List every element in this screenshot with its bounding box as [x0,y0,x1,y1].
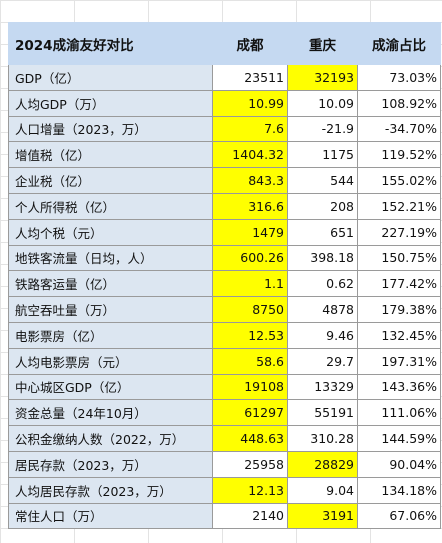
value-cell: 651 [287,218,358,246]
data-row: 航空吞吐量（万） 8750 4878 179.38% [8,296,441,323]
header-row: 2024成渝友好对比 成都 重庆 成渝占比 [8,22,441,65]
value-cell: 29.7 [287,347,358,375]
value-cell: 1479 [212,218,288,246]
value-cell: 227.19% [357,218,441,246]
row-label: 常住人口（万） [8,502,213,530]
value-cell: 179.38% [357,296,441,323]
value-cell: 32193 [287,64,358,91]
value-cell: 73.03% [357,64,441,91]
row-label: 居民存款（2023，万） [8,450,213,478]
value-cell: -34.70% [357,115,441,143]
value-cell: 143.36% [357,373,441,401]
value-cell: 10.09 [287,89,358,117]
value-cell: 316.6 [212,192,288,220]
header-cell: 重庆 [287,22,358,65]
value-cell: 13329 [287,373,358,401]
value-cell: 1175 [287,141,358,169]
value-cell: 10.99 [212,89,288,117]
value-cell: 398.18 [287,244,358,272]
value-cell: 1404.32 [212,141,288,169]
value-cell: 2140 [212,502,288,530]
data-row: 增值税（亿） 1404.32 1175 119.52% [8,141,441,169]
data-row: 人均居民存款（2023，万） 12.13 9.04 134.18% [8,476,441,504]
value-cell: 150.75% [357,244,441,272]
value-cell: 4878 [287,296,358,323]
value-cell: 28829 [287,450,358,478]
row-label: 资金总量（24年10月） [8,399,213,427]
value-cell: 19108 [212,373,288,401]
value-cell: 61297 [212,399,288,427]
data-row: 企业税（亿） 843.3 544 155.02% [8,167,441,194]
row-label: 个人所得税（亿） [8,192,213,220]
data-row: 人均电影票房（元） 58.6 29.7 197.31% [8,347,441,375]
data-row: 中心城区GDP（亿） 19108 13329 143.36% [8,373,441,401]
value-cell: 310.28 [287,425,358,452]
value-cell: 144.59% [357,425,441,452]
value-cell: 134.18% [357,476,441,504]
data-row: 人均个税（元） 1479 651 227.19% [8,218,441,246]
data-row: 资金总量（24年10月） 61297 55191 111.06% [8,399,441,427]
value-cell: 119.52% [357,141,441,169]
value-cell: 544 [287,167,358,194]
row-label: 公积金缴纳人数（2022，万） [8,425,213,452]
value-cell: 177.42% [357,270,441,298]
value-cell: 111.06% [357,399,441,427]
value-cell: 3191 [287,502,358,530]
value-cell: 12.53 [212,321,288,349]
value-cell: 9.46 [287,321,358,349]
value-cell: 7.6 [212,115,288,143]
row-label: 人均GDP（万） [8,89,213,117]
value-cell: 8750 [212,296,288,323]
value-cell: 12.13 [212,476,288,504]
data-row: 铁路客运量（亿） 1.1 0.62 177.42% [8,270,441,298]
value-cell: 9.04 [287,476,358,504]
data-row: 人口增量（2023，万） 7.6 -21.9 -34.70% [8,115,441,143]
header-cell: 成渝占比 [357,22,441,65]
value-cell: 25958 [212,450,288,478]
value-cell: 448.63 [212,425,288,452]
data-row: 地铁客流量（日均，人） 600.26 398.18 150.75% [8,244,441,272]
value-cell: 0.62 [287,270,358,298]
value-cell: 843.3 [212,167,288,194]
header-cell: 2024成渝友好对比 [8,22,213,65]
value-cell: 108.92% [357,89,441,117]
value-cell: 58.6 [212,347,288,375]
value-cell: 197.31% [357,347,441,375]
data-row: 公积金缴纳人数（2022，万） 448.63 310.28 144.59% [8,425,441,452]
header-cell: 成都 [212,22,288,65]
data-row: 人均GDP（万） 10.99 10.09 108.92% [8,89,441,117]
row-label: 电影票房（亿） [8,321,213,349]
data-row: 常住人口（万） 2140 3191 67.06% [8,502,441,530]
value-cell: 132.45% [357,321,441,349]
comparison-table: 2024成渝友好对比 成都 重庆 成渝占比 GDP（亿） 23511 32193 73.03%… [8,22,441,530]
value-cell: 208 [287,192,358,220]
value-cell: 600.26 [212,244,288,272]
row-label: 人口增量（2023，万） [8,115,213,143]
value-cell: 155.02% [357,167,441,194]
data-row: 个人所得税（亿） 316.6 208 152.21% [8,192,441,220]
value-cell: -21.9 [287,115,358,143]
data-row: GDP（亿） 23511 32193 73.03% [8,64,441,91]
data-row: 居民存款（2023，万） 25958 28829 90.04% [8,450,441,478]
row-label: 航空吞吐量（万） [8,296,213,323]
value-cell: 90.04% [357,450,441,478]
row-label: 人均电影票房（元） [8,347,213,375]
data-row: 电影票房（亿） 12.53 9.46 132.45% [8,321,441,349]
value-cell: 23511 [212,64,288,91]
row-label: 人均居民存款（2023，万） [8,476,213,504]
row-label: 增值税（亿） [8,141,213,169]
row-label: GDP（亿） [8,64,213,91]
row-label: 人均个税（元） [8,218,213,246]
row-label: 企业税（亿） [8,167,213,194]
value-cell: 55191 [287,399,358,427]
row-label: 地铁客流量（日均，人） [8,244,213,272]
value-cell: 152.21% [357,192,441,220]
value-cell: 67.06% [357,502,441,530]
row-label: 中心城区GDP（亿） [8,373,213,401]
row-label: 铁路客运量（亿） [8,270,213,298]
value-cell: 1.1 [212,270,288,298]
